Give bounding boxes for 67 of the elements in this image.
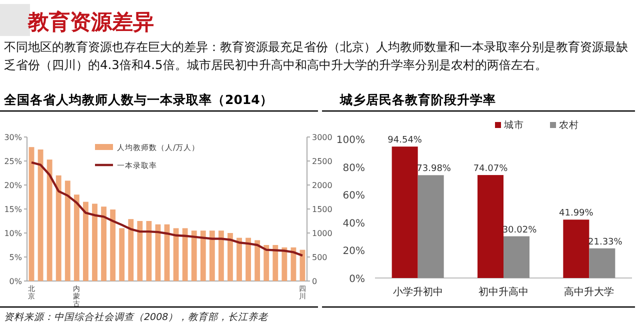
bar xyxy=(182,228,188,281)
bar xyxy=(290,247,296,281)
y-tick-label: 0% xyxy=(349,274,365,285)
y-tick-label: 80% xyxy=(342,162,365,174)
x-tick-label: 初中升高中 xyxy=(478,286,528,298)
bar xyxy=(218,230,224,281)
y-tick-label: 5% xyxy=(9,253,22,262)
bar xyxy=(209,230,215,281)
bar xyxy=(272,245,278,281)
bar xyxy=(589,248,616,278)
bar xyxy=(478,175,504,278)
x-tick-label: 高中升大学 xyxy=(564,286,614,298)
bar xyxy=(246,238,251,281)
y2-tick-label: 0 xyxy=(312,277,318,286)
y-tick-label: 15% xyxy=(4,205,22,214)
y-tick-label: 25% xyxy=(4,157,22,166)
bar xyxy=(119,228,125,281)
bar xyxy=(191,230,197,281)
y-tick-label: 20% xyxy=(342,246,365,258)
y-tick-label: 40% xyxy=(342,218,365,230)
bar xyxy=(92,204,98,281)
legend-label: 城市 xyxy=(503,119,524,131)
y-tick-label: 20% xyxy=(4,181,22,190)
bar xyxy=(46,160,52,281)
data-label: 74.07% xyxy=(473,164,508,174)
bar xyxy=(128,219,134,281)
y-tick-label: 0% xyxy=(9,277,22,286)
y2-tick-label: 2000 xyxy=(312,181,332,190)
text: 资料来源：中国综合社会调查（2008），教育部，长江养老 xyxy=(4,311,270,323)
bar xyxy=(563,220,590,278)
x-tick-label: 小学升初中 xyxy=(392,286,443,298)
bar xyxy=(101,206,106,281)
y-tick-label: 100% xyxy=(336,135,365,146)
bar xyxy=(504,236,530,278)
y2-tick-label: 2500 xyxy=(312,157,332,166)
chart-title: 城乡居民各教育阶段升学率 xyxy=(339,92,496,107)
bar xyxy=(64,180,70,281)
bar xyxy=(282,247,288,281)
bar xyxy=(146,221,152,281)
y2-tick-label: 1500 xyxy=(312,205,332,214)
bar xyxy=(110,209,116,281)
bar xyxy=(74,194,80,281)
bar xyxy=(392,146,418,278)
bar xyxy=(228,233,233,281)
y2-tick-label: 3000 xyxy=(312,133,332,142)
data-label: 41.99% xyxy=(559,208,594,219)
bar xyxy=(38,149,44,281)
y-tick-label: 30% xyxy=(4,133,22,142)
bar xyxy=(200,230,206,281)
bar xyxy=(236,238,242,281)
bar xyxy=(83,202,88,281)
data-label: 94.54% xyxy=(388,136,422,146)
line-series xyxy=(30,161,304,257)
bar xyxy=(418,175,444,278)
bar xyxy=(28,147,34,281)
bar xyxy=(56,175,62,281)
legend-label: 农村 xyxy=(559,119,579,131)
text: 不同地区的教育资源也存在巨大的差异：教育资源最充足省份（北京）人均教师数量和一本录取率分别是教育资源最缺乏省份（四川）的4.3倍和4.5倍。城市居民初中升高中和高中升大学的升学率分别是农村的两倍左右。 xyxy=(4,39,629,74)
bar xyxy=(264,245,270,281)
y2-tick-label: 1000 xyxy=(312,229,332,238)
y2-tick-label: 500 xyxy=(312,253,328,262)
y-tick-label: 60% xyxy=(342,190,365,202)
chart-title: 全国各省人均教师人数与一本录取率（2014） xyxy=(3,92,273,107)
text: 教育资源差异 xyxy=(27,10,154,34)
bar xyxy=(137,221,143,281)
bar xyxy=(254,240,260,281)
y-tick-label: 10% xyxy=(4,229,22,238)
